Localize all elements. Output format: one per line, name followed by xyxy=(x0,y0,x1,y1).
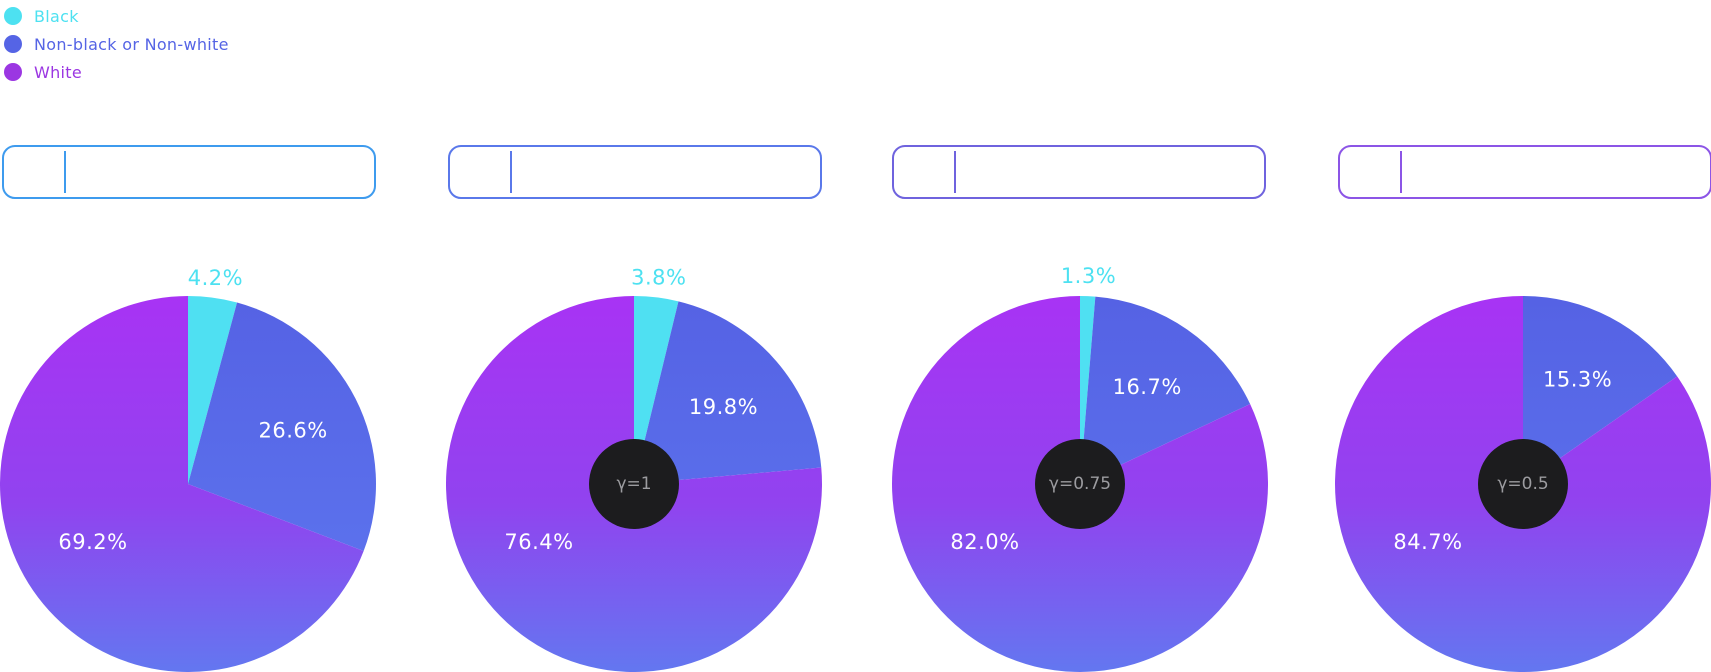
pie-chart-2: 3.8% 19.8% 76.4% γ=1 xyxy=(446,240,822,672)
pie-chart-4: 15.3% 84.7% γ=0.5 xyxy=(1335,240,1711,672)
legend: Black Non-black or Non-white White xyxy=(4,2,229,86)
pie-center-label: γ=1 xyxy=(616,474,651,494)
pie-label-nonblack: 19.8% xyxy=(689,395,758,419)
input-cursor-1 xyxy=(64,151,66,193)
pie-label-white: 84.7% xyxy=(1393,530,1462,554)
pie-center-label: γ=0.75 xyxy=(1049,474,1111,494)
pie-slice-black xyxy=(634,296,679,484)
legend-label-black: Black xyxy=(34,6,79,26)
pie-center-circle xyxy=(1478,439,1568,529)
pie-slice-nonblack xyxy=(634,301,822,484)
pie-label-nonblack: 15.3% xyxy=(1543,367,1612,391)
input-box-1[interactable] xyxy=(2,145,376,199)
pie-center-label: γ=0.5 xyxy=(1497,474,1548,494)
pie-slice-black xyxy=(1080,296,1096,484)
pie-label-black: 3.8% xyxy=(631,266,686,290)
pie-chart-svg-1: 4.2% 26.6% 69.2% xyxy=(0,266,376,672)
pie-chart-svg-4: 15.3% 84.7% γ=0.5 xyxy=(1335,296,1711,672)
legend-item-white: White xyxy=(4,58,229,86)
legend-swatch-black-icon xyxy=(4,7,22,25)
legend-item-nonblack: Non-black or Non-white xyxy=(4,30,229,58)
pie-chart-svg-2: 3.8% 19.8% 76.4% γ=1 xyxy=(446,266,822,672)
pie-label-black: 1.3% xyxy=(1061,264,1116,288)
pie-label-black: 4.2% xyxy=(188,266,243,290)
legend-swatch-nonblack-icon xyxy=(4,35,22,53)
pie-center-circle xyxy=(589,439,679,529)
pie-label-white: 76.4% xyxy=(504,530,573,554)
pie-slice-nonblack xyxy=(188,302,376,552)
input-box-4[interactable] xyxy=(1338,145,1711,199)
pie-chart-svg-3: 1.3% 16.7% 82.0% γ=0.75 xyxy=(892,264,1268,672)
pie-label-nonblack: 16.7% xyxy=(1113,375,1182,399)
input-cursor-3 xyxy=(954,151,956,193)
pie-slice-nonblack xyxy=(1523,296,1678,484)
pie-center-circle xyxy=(1035,439,1125,529)
input-cursor-4 xyxy=(1400,151,1402,193)
pie-label-white: 82.0% xyxy=(950,530,1019,554)
legend-swatch-white-icon xyxy=(4,63,22,81)
legend-item-black: Black xyxy=(4,2,229,30)
pie-label-nonblack: 26.6% xyxy=(258,418,327,442)
pie-slice-black xyxy=(188,296,238,484)
input-cursor-2 xyxy=(510,151,512,193)
legend-label-white: White xyxy=(34,62,83,82)
input-box-3[interactable] xyxy=(892,145,1266,199)
pie-label-white: 69.2% xyxy=(58,530,127,554)
legend-label-nonblack: Non-black or Non-white xyxy=(34,34,229,54)
pie-slice-nonblack xyxy=(1080,296,1251,484)
input-box-2[interactable] xyxy=(448,145,822,199)
pie-slice-white xyxy=(0,296,364,672)
pie-chart-3: 1.3% 16.7% 82.0% γ=0.75 xyxy=(892,240,1268,672)
pie-chart-1: 4.2% 26.6% 69.2% xyxy=(0,240,376,672)
